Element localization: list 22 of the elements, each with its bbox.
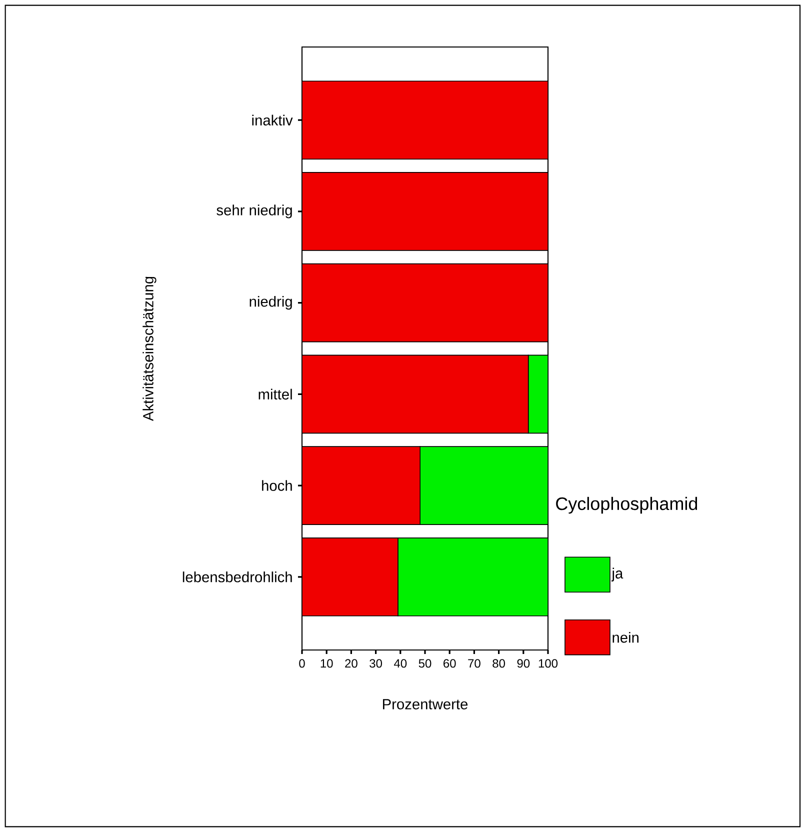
- x-tick-label: 80: [492, 659, 506, 668]
- x-tick-label: 30: [370, 659, 382, 668]
- y-tick-label: lebensbedrohlich: [182, 572, 292, 582]
- x-tick-label: 90: [517, 659, 530, 668]
- x-tick-label: 100: [538, 659, 558, 668]
- legend-label: ja: [611, 568, 624, 582]
- x-tick-label: 20: [345, 659, 358, 668]
- y-tick-label: niedrig: [250, 296, 292, 310]
- y-axis-title: Aktivitätseinschätzung: [142, 276, 156, 422]
- x-tick-label: 60: [444, 659, 456, 668]
- y-tick-label: hoch: [262, 480, 292, 491]
- y-tick-label: mittel: [258, 388, 292, 400]
- legend-label: nein: [612, 632, 638, 643]
- y-tick-label: sehr niedrig: [216, 204, 292, 218]
- x-tick-label: 70: [468, 659, 480, 668]
- x-tick-label: 50: [418, 659, 432, 668]
- x-tick-label: 10: [320, 659, 333, 668]
- legend-title: Cyclophosphamid: [556, 496, 698, 514]
- y-tick-label: inaktiv: [252, 114, 293, 126]
- x-tick-label: 0: [299, 659, 305, 668]
- x-axis-title: Prozentwerte: [383, 699, 468, 710]
- x-tick-label: 40: [394, 659, 407, 668]
